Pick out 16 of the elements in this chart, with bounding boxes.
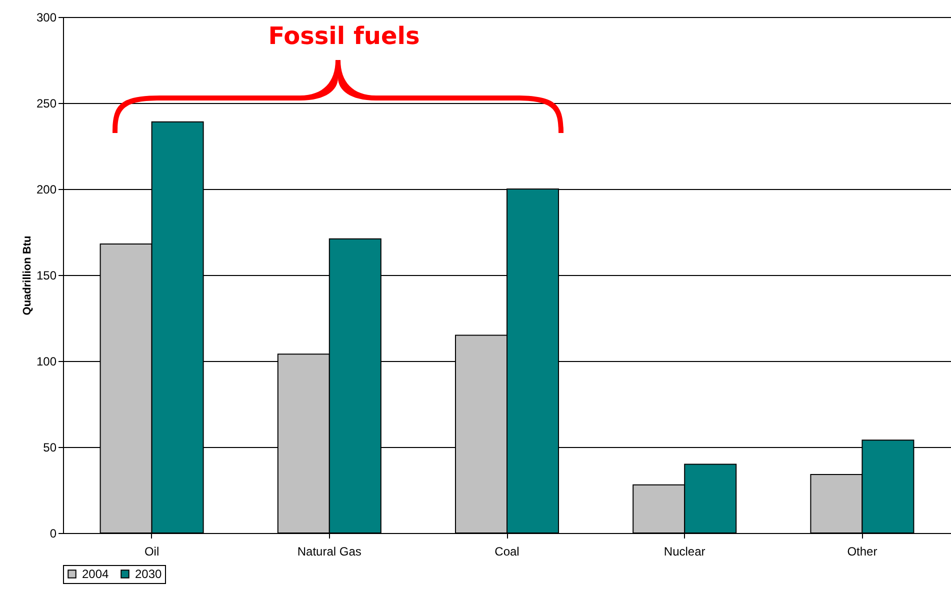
x-tick-label: Nuclear: [664, 544, 706, 558]
x-tick-label: Other: [847, 544, 878, 558]
legend-label: 2030: [135, 567, 162, 581]
y-tick-label: 200: [36, 182, 57, 196]
annotation: Fossil fuels: [268, 22, 420, 50]
x-tick-label: Oil: [144, 544, 160, 558]
y-tick-label: 150: [36, 268, 57, 282]
legend-label: 2004: [82, 567, 110, 581]
y-tick-label: 0: [50, 526, 57, 540]
y-tick-label: 250: [36, 96, 57, 110]
y-axis-title: Quadrillion Btu: [21, 236, 34, 316]
y-tick-label: 100: [36, 354, 57, 368]
x-tick-label: Coal: [494, 544, 520, 558]
x-tick-label: Natural Gas: [297, 544, 362, 558]
y-tick-label: 300: [36, 10, 57, 24]
y-tick-label: 50: [43, 440, 57, 454]
